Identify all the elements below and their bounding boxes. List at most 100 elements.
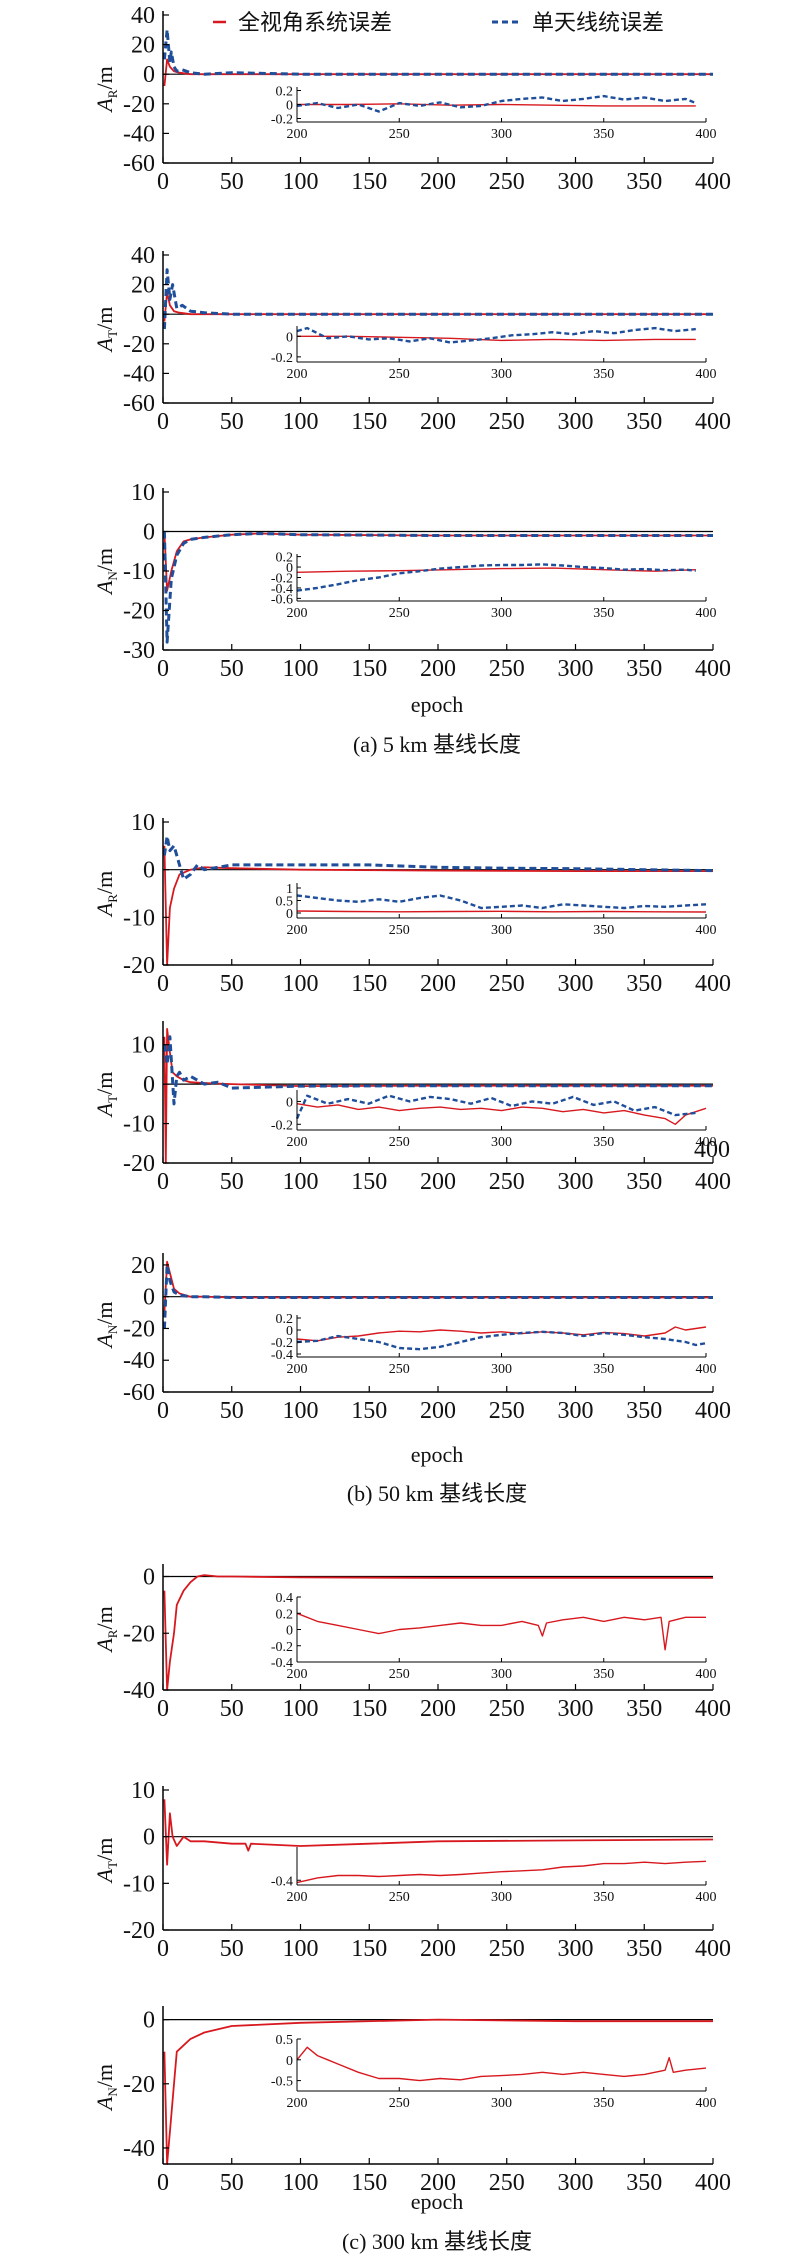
x-tick-label: 350 [626, 409, 662, 435]
y-tick-label: -20 [123, 1918, 155, 1944]
y-tick-label: 0 [143, 1285, 155, 1311]
x-tick-label: 350 [626, 169, 662, 195]
y-tick-label: 10 [131, 1778, 155, 1804]
inset-y-tick-label: -0.2 [271, 1118, 293, 1133]
x-tick-label: 200 [420, 1936, 456, 1962]
subplot-7: 0-20-400 50 100 150 200 250 300 350 400AR/m0.40.… [92, 1564, 731, 1722]
x-tick-label: 0 [157, 1696, 169, 1722]
inset-x-tick-label: 250 [389, 127, 410, 142]
y-tick-label: 0 [143, 302, 155, 328]
inset-9: 0.5 0 -0.5 200 250 300 350 400 [271, 2033, 717, 2111]
inset-y-tick-label: 0.5 [276, 895, 294, 910]
inset-5: 0 -0.2 200 250 300 350 400 [271, 1090, 717, 1150]
inset-x-tick-label: 200 [287, 1667, 308, 1682]
x-tick-label: 150 [351, 656, 387, 682]
x-tick-label: 250 [489, 1936, 525, 1962]
inset-x-tick-label: 300 [491, 606, 512, 621]
inset-x-tick-label: 200 [287, 923, 308, 938]
subplot-5: 100-10-200 50 100 150 200 250 300 350 400AT/m0-0… [92, 1021, 731, 1195]
inset-y-tick-label: 0.2 [276, 551, 294, 566]
ylabel-3: AN/m [92, 548, 120, 596]
inset-y-tick-label: 0.4 [276, 1591, 294, 1606]
x-tick-label: 200 [420, 656, 456, 682]
subplot-9: 0-20-400 50 100 150 200 250 300 350 400AN/m0.50-… [92, 2006, 731, 2196]
ylabel-8: AT/m [92, 1838, 120, 1885]
x-tick-label: 100 [283, 409, 319, 435]
y-tick-label: 0 [143, 1072, 155, 1098]
inset-series-single [296, 1330, 707, 1351]
inset-y-tick-label: 0 [286, 1095, 293, 1110]
x-tick-label: 50 [220, 971, 244, 997]
y-tick-label: -40 [123, 121, 155, 147]
y-tick-label: 20 [131, 33, 155, 59]
x-tick-label: 350 [626, 1696, 662, 1722]
inset-x-tick-label: 400 [696, 1135, 717, 1150]
inset-y-tick-label: 0 [286, 330, 293, 345]
x-tick-label: 350 [626, 2170, 662, 2196]
x-tick-label: 100 [283, 1398, 319, 1424]
inset-x-tick-label: 250 [389, 1135, 410, 1150]
inset-x-tick-label: 300 [491, 1135, 512, 1150]
inset-x-tick-label: 250 [389, 1890, 410, 1905]
x-tick-label: 250 [489, 409, 525, 435]
inset-y-tick-label: -0.6 [271, 592, 293, 607]
inset-y-tick-label: -0.4 [271, 1874, 293, 1889]
ylabel-6: AN/m [92, 1301, 120, 1349]
inset-x-tick-label: 400 [696, 2096, 717, 2111]
inset-x-tick-label: 350 [593, 1362, 614, 1377]
y-tick-label: 20 [131, 1253, 155, 1279]
x-tick-label: 300 [558, 2170, 594, 2196]
inset-x-tick-label: 200 [287, 2096, 308, 2111]
inset-y-tick-label: 0.2 [276, 1312, 294, 1327]
y-tick-label: -20 [123, 953, 155, 979]
inset-x-tick-label: 300 [491, 2096, 512, 2111]
inset-x-tick-label: 400 [696, 367, 717, 382]
x-tick-label: 250 [489, 1169, 525, 1195]
y-tick-label: 0 [143, 1565, 155, 1591]
y-tick-label: -60 [123, 1380, 155, 1406]
x-tick-label: 100 [283, 971, 319, 997]
inset-x-tick-label: 250 [389, 606, 410, 621]
y-tick-label: -10 [123, 905, 155, 931]
x-tick-label: 250 [489, 1696, 525, 1722]
x-tick-label: 400 [695, 2170, 731, 2196]
inset-x-tick-label: 300 [491, 1362, 512, 1377]
x-tick-label: 200 [420, 409, 456, 435]
x-tick-label: 400 [695, 1696, 731, 1722]
inset-y-tick-label: -0.2 [271, 1640, 293, 1655]
inset-x-tick-label: 350 [593, 2096, 614, 2111]
y-tick-label: -10 [123, 1112, 155, 1138]
inset-x-tick-label: 350 [593, 606, 614, 621]
inset-y-tick-label: 0 [286, 99, 293, 114]
inset-x-tick-label: 250 [389, 1362, 410, 1377]
inset-series-single [296, 326, 696, 344]
x-tick-label: 400 [695, 656, 731, 682]
ylabel-4: AR/m [92, 871, 120, 918]
y-tick-label: -20 [123, 1316, 155, 1342]
inset-x-tick-label: 400 [696, 606, 717, 621]
inset-y-tick-label: -0.2 [271, 1336, 293, 1351]
x-tick-label: 300 [558, 1696, 594, 1722]
y-tick-label: 0 [143, 1825, 155, 1851]
inset-y-tick-label: 0 [286, 1624, 293, 1639]
inset-x-tick-label: 250 [389, 1667, 410, 1682]
series-line-single [162, 531, 713, 644]
x-tick-label: 200 [420, 1169, 456, 1195]
inset-y-tick-label: 0 [286, 1324, 293, 1339]
inset-series-single [296, 94, 697, 113]
series-line-full [163, 2018, 713, 2165]
x-tick-label: 400 [695, 971, 731, 997]
inset-x-tick-label: 300 [491, 923, 512, 938]
y-tick-label: 0 [143, 520, 155, 546]
x-tick-label: 250 [489, 169, 525, 195]
caption-b: (b) 50 km 基线长度 [347, 1481, 527, 1506]
inset-x-tick-label: 250 [389, 367, 410, 382]
inset-x-tick-label: 250 [389, 923, 410, 938]
inset-x-tick-label: 400 [696, 1667, 717, 1682]
inset-y-tick-label: -0.5 [271, 2075, 293, 2090]
inset-x-tick-label: 300 [491, 1890, 512, 1905]
